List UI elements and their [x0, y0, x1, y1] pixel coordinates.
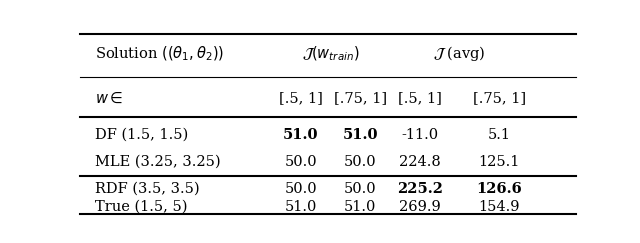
Text: 125.1: 125.1: [479, 155, 520, 169]
Text: 224.8: 224.8: [399, 155, 440, 169]
Text: RDF (3.5, 3.5): RDF (3.5, 3.5): [95, 182, 200, 196]
Text: 5.1: 5.1: [488, 128, 511, 142]
Text: 269.9: 269.9: [399, 200, 440, 214]
Text: [.5, 1]: [.5, 1]: [398, 91, 442, 105]
Text: 225.2: 225.2: [397, 182, 443, 196]
Text: -11.0: -11.0: [401, 128, 438, 142]
Text: 50.0: 50.0: [344, 182, 376, 196]
Text: $\mathcal{J}(w_{train})$: $\mathcal{J}(w_{train})$: [301, 44, 359, 63]
Text: DF (1.5, 1.5): DF (1.5, 1.5): [95, 128, 188, 142]
Text: 50.0: 50.0: [284, 155, 317, 169]
Text: 51.0: 51.0: [285, 200, 317, 214]
Text: $\mathcal{J}$ (avg): $\mathcal{J}$ (avg): [433, 44, 486, 63]
Text: 50.0: 50.0: [344, 155, 376, 169]
Text: True (1.5, 5): True (1.5, 5): [95, 200, 188, 214]
Text: 126.6: 126.6: [476, 182, 522, 196]
Text: MLE (3.25, 3.25): MLE (3.25, 3.25): [95, 155, 221, 169]
Text: [.5, 1]: [.5, 1]: [279, 91, 323, 105]
Text: [.75, 1]: [.75, 1]: [472, 91, 525, 105]
Text: 50.0: 50.0: [284, 182, 317, 196]
Text: $w \in$: $w \in$: [95, 91, 123, 105]
Text: 51.0: 51.0: [283, 128, 319, 142]
Text: [.75, 1]: [.75, 1]: [333, 91, 387, 105]
Text: Solution $((\theta_1,\theta_2))$: Solution $((\theta_1,\theta_2))$: [95, 44, 224, 63]
Text: 51.0: 51.0: [342, 128, 378, 142]
Text: 154.9: 154.9: [478, 200, 520, 214]
Text: 51.0: 51.0: [344, 200, 376, 214]
